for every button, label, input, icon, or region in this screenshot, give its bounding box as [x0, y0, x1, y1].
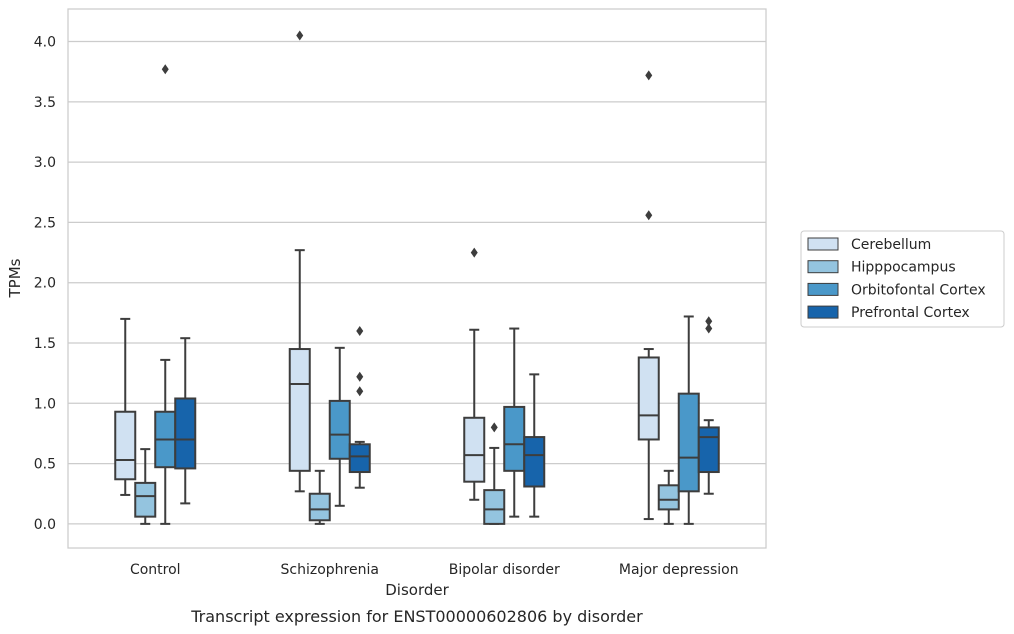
outlier-point — [705, 316, 713, 327]
box — [503, 327, 526, 518]
y-axis-ticks: 0.0 0.5 1.0 1.5 2.0 2.5 3.0 3.5 4.0 — [34, 35, 56, 533]
y-tick-label: 1.0 — [34, 396, 56, 412]
box — [483, 422, 506, 525]
outlier-point — [356, 325, 364, 336]
chart-caption: Transcript expression for ENST0000060280… — [190, 607, 643, 626]
outlier-point — [705, 323, 713, 334]
legend-swatch — [807, 260, 839, 274]
legend-label: Prefrontal Cortex — [851, 305, 970, 321]
box-series — [114, 30, 720, 525]
outlier-point — [645, 70, 653, 81]
box — [637, 70, 660, 521]
legend: Cerebellum Hipppocampus Orbitofontal Corte… — [800, 230, 1005, 328]
box — [114, 317, 137, 496]
y-tick-label: 2.0 — [34, 276, 56, 292]
y-tick-label: 3.0 — [34, 155, 56, 171]
y-tick-label: 1.5 — [34, 336, 56, 352]
box — [523, 373, 546, 518]
box-body — [308, 492, 331, 522]
series-prefrontal-cortex — [174, 316, 720, 518]
box — [463, 247, 486, 501]
box-body — [348, 443, 371, 474]
series-hipppocampus — [134, 422, 680, 525]
legend-swatch — [807, 305, 839, 319]
y-tick-label: 0.5 — [34, 457, 56, 473]
legend-swatch — [807, 282, 839, 296]
box — [348, 325, 371, 489]
legend-label: Cerebellum — [851, 237, 931, 253]
box-body — [483, 489, 506, 525]
y-tick-label: 0.0 — [34, 517, 56, 533]
box — [308, 469, 331, 525]
x-axis-label: Disorder — [385, 581, 449, 599]
y-tick-label: 2.5 — [34, 215, 56, 231]
box — [657, 469, 680, 525]
outlier-point — [490, 422, 498, 433]
legend-label: Orbitofontal Cortex — [851, 282, 986, 298]
y-axis-label: TPMs — [6, 258, 24, 298]
box — [677, 315, 700, 525]
y-tick-label: 3.5 — [34, 95, 56, 111]
box-body — [697, 426, 720, 474]
box — [697, 316, 720, 495]
x-tick-label: Control — [130, 562, 181, 578]
box-body — [677, 392, 700, 493]
box-body — [288, 348, 311, 472]
x-tick-label: Major depression — [619, 562, 739, 578]
outlier-point — [356, 371, 364, 382]
box-body — [523, 436, 546, 488]
series-cerebellum — [114, 30, 660, 521]
plot-frame — [67, 8, 767, 549]
box-body — [463, 416, 486, 483]
legend-label: Hipppocampus — [851, 260, 956, 276]
legend-frame — [800, 230, 1005, 328]
outlier-point — [161, 64, 169, 75]
box-body — [657, 484, 680, 511]
legend-swatch — [807, 237, 839, 251]
x-axis-ticks: Control Schizophrenia Bipolar disorder Majo… — [130, 562, 739, 578]
y-tick-label: 4.0 — [34, 35, 56, 51]
box — [288, 30, 311, 493]
x-tick-label: Schizophrenia — [281, 562, 379, 578]
box — [134, 448, 157, 525]
box-body — [637, 356, 660, 441]
box — [328, 346, 351, 507]
outlier-point — [356, 386, 364, 397]
outlier-point — [470, 247, 478, 258]
box-body — [174, 397, 197, 470]
box-body — [328, 399, 351, 460]
box-body — [134, 481, 157, 518]
box — [154, 64, 177, 525]
outlier-point — [645, 210, 653, 221]
series-orbitofontal-cortex — [154, 64, 700, 525]
outlier-point — [296, 30, 304, 41]
box — [174, 337, 197, 505]
box-body — [114, 410, 137, 481]
x-tick-label: Bipolar disorder — [449, 562, 560, 578]
box-body — [503, 405, 526, 472]
